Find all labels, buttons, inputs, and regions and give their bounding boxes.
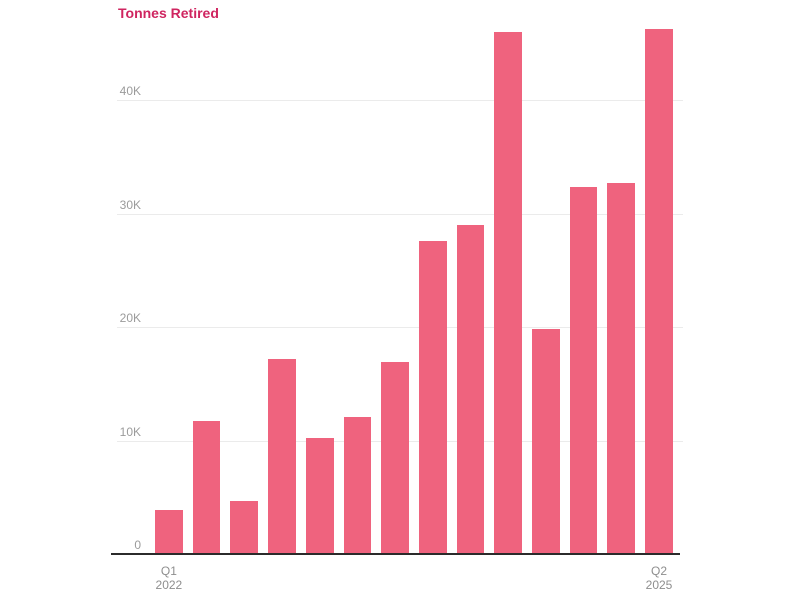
- y-axis-tick-label-20k: 20K: [119, 311, 141, 325]
- bar-q2-2023[interactable]: [343, 416, 372, 554]
- bar-q3-2022[interactable]: [230, 500, 259, 554]
- bar-q4-2023[interactable]: [418, 240, 447, 554]
- x-tick-year-label: 2022: [155, 578, 183, 592]
- chart-title: Tonnes Retired: [118, 5, 219, 21]
- y-axis-tick-label-10k: 10K: [119, 425, 141, 439]
- bar-q3-2024[interactable]: [532, 329, 560, 554]
- bar-q2-2022[interactable]: [192, 421, 221, 554]
- bar-q1-2025[interactable]: [607, 182, 636, 554]
- bar-q1-2022[interactable]: [155, 509, 183, 554]
- bar-q2-2024[interactable]: [494, 31, 523, 554]
- bar-q2-2025[interactable]: [645, 28, 673, 554]
- y-axis-tick-label-40k: 40K: [119, 84, 141, 98]
- gridline-20k: [117, 327, 683, 328]
- y-axis-tick-label-30k: 30K: [119, 198, 141, 212]
- x-axis-tick-last: Q2 2025: [619, 564, 699, 592]
- x-axis-line: [111, 553, 680, 555]
- gridline-30k: [117, 214, 683, 215]
- x-tick-year-label: 2025: [645, 578, 673, 592]
- bar-q4-2022[interactable]: [268, 358, 296, 554]
- bar-q1-2023[interactable]: [305, 438, 334, 554]
- gridline-40k: [117, 100, 683, 101]
- x-axis-tick-first: Q1 2022: [129, 564, 209, 592]
- x-tick-quarter-label: Q2: [650, 564, 667, 578]
- x-tick-quarter-label: Q1: [160, 564, 177, 578]
- bar-q3-2023[interactable]: [381, 362, 409, 554]
- bar-q4-2024[interactable]: [569, 187, 598, 554]
- bar-q1-2024[interactable]: [456, 224, 485, 554]
- y-axis-tick-label-0: 0: [134, 538, 141, 552]
